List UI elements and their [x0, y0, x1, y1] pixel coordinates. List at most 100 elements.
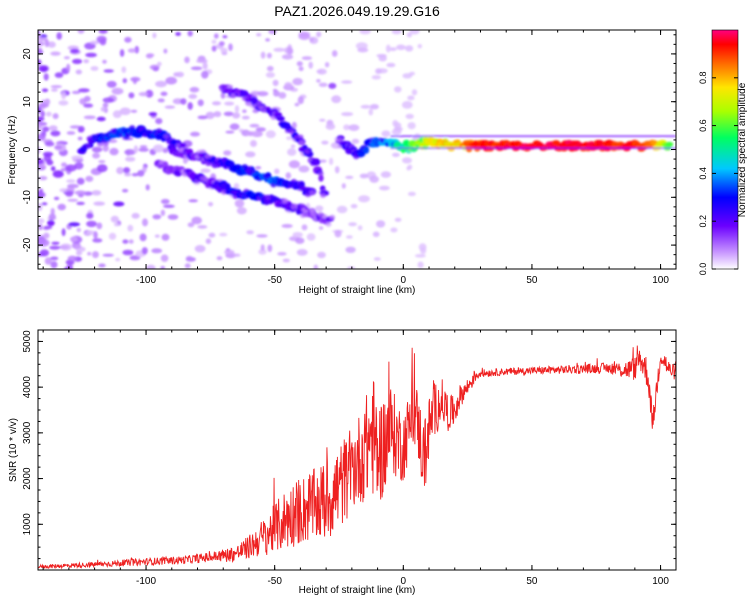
- spectrogram-cell: [213, 111, 222, 118]
- spectrogram-ridge-halo: [298, 140, 305, 146]
- spectrogram-cell: [129, 255, 141, 261]
- spectrogram-cell: [50, 261, 58, 269]
- spectrogram-ridge-halo: [282, 198, 289, 204]
- x-tick-label: 0: [401, 275, 407, 286]
- snr-line: [38, 345, 676, 570]
- spectrogram-cell: [160, 209, 166, 216]
- spectrogram-cell: [281, 54, 294, 60]
- spectrogram-cell: [394, 86, 402, 93]
- spectrogram-cell: [185, 255, 193, 262]
- spectrogram-cell: [54, 145, 63, 150]
- spectrogram-cell: [44, 141, 55, 147]
- spectrogram-cell: [359, 30, 371, 35]
- spectrogram-cell: [345, 175, 354, 179]
- spectrogram-cell: [38, 218, 45, 224]
- spectrogram-cell: [260, 244, 265, 252]
- spectrogram-cell: [321, 140, 329, 145]
- spectrogram-cell: [256, 33, 262, 37]
- spectrogram-cell: [313, 264, 319, 269]
- spectrogram-cell: [152, 67, 159, 72]
- spectrogram-cell: [318, 82, 328, 88]
- spectrogram-cell: [242, 109, 247, 113]
- y-tick-label: -20: [22, 237, 33, 252]
- spectrogram-cell: [160, 91, 168, 97]
- spectrogram-cell: [60, 243, 72, 251]
- spectrogram-cell: [211, 39, 217, 44]
- spectrogram-cell: [72, 58, 83, 64]
- spectrogram-cell: [38, 116, 45, 121]
- spectrogram-ridge-halo: [265, 195, 272, 201]
- spectrogram-cell: [316, 79, 321, 83]
- spectrogram-cell: [296, 61, 303, 67]
- spectrogram-cell: [93, 201, 106, 206]
- spectrogram-cell: [48, 125, 58, 131]
- spectrogram-cell: [106, 80, 117, 88]
- spectrogram-cell: [229, 123, 240, 130]
- spectrogram-cell: [205, 111, 215, 120]
- spectrogram-cell: [138, 92, 149, 97]
- spectrogram-cell: [372, 231, 380, 238]
- x-tick-label: 0: [401, 576, 407, 587]
- spectrogram-cell: [396, 44, 406, 51]
- spectrogram-cell: [260, 51, 266, 59]
- y-tick-label: -10: [22, 190, 33, 205]
- spectrogram-cell: [139, 145, 148, 149]
- spectrogram-cell: [265, 38, 270, 42]
- spectrogram-cell: [124, 36, 132, 43]
- y-tick-label: 20: [22, 48, 33, 60]
- spectrogram-cell: [309, 37, 314, 42]
- y-tick-label: 1000: [22, 513, 33, 536]
- spectrogram-cell: [75, 245, 82, 249]
- spectrogram-ridge-cell: [318, 174, 324, 182]
- spectrogram-cell: [405, 45, 414, 52]
- x-tick-label: 100: [652, 576, 669, 587]
- spectrogram-cell: [385, 44, 391, 53]
- spectrogram-ridge-halo: [320, 193, 326, 198]
- spectrogram-cell: [228, 43, 233, 51]
- spectrogram-cell: [200, 168, 211, 173]
- spectrogram-cell: [56, 32, 62, 40]
- spectrogram-cell: [145, 89, 154, 98]
- spectrogram-cell: [133, 145, 139, 154]
- spectrogram-cell: [43, 73, 49, 81]
- spectrogram-ridge-halo: [317, 171, 324, 177]
- spectrogram-cell: [109, 147, 119, 156]
- spectrogram-cell: [184, 56, 190, 64]
- spectrogram-cell: [76, 227, 82, 233]
- spectrogram-ridge-halo: [329, 214, 336, 220]
- spectrogram-cell: [75, 250, 83, 256]
- spectrogram-cell: [250, 140, 257, 147]
- colorbar: 0.0 0.2 0.4 0.6 0.8 Normalized spectral ampl…: [698, 29, 748, 275]
- spectrogram-cell: [96, 35, 107, 43]
- spectrogram-cell: [121, 66, 127, 73]
- spectrogram-cell: [67, 183, 79, 189]
- spectrogram-cell: [122, 78, 128, 84]
- spectrogram-cell: [277, 252, 287, 256]
- spectrogram-cell: [41, 202, 48, 206]
- spectrogram-cell: [232, 253, 241, 257]
- spectrogram-cell: [407, 122, 416, 130]
- spectrogram-cell: [102, 145, 109, 152]
- spectrogram-cell: [110, 215, 119, 223]
- spectrogram-cell: [57, 203, 66, 211]
- spectrogram-cell: [44, 39, 50, 48]
- spectrogram-cell: [145, 184, 150, 191]
- spectrogram-ridge-halo: [129, 125, 136, 130]
- spectrogram-cell: [160, 254, 169, 262]
- spectrogram-cell: [124, 149, 136, 156]
- spectrogram-cell: [163, 204, 175, 208]
- spectrogram-cell: [43, 232, 50, 239]
- colorbar-tick-label: 0.4: [698, 167, 708, 180]
- spectrogram-cell: [154, 234, 160, 238]
- spectrogram-cell: [236, 207, 247, 215]
- spectrogram-cell: [50, 85, 62, 89]
- spectrogram-cell: [211, 101, 222, 106]
- spectrogram-cell: [50, 208, 55, 215]
- spectrogram-cell: [286, 47, 294, 55]
- spectrogram-cell: [61, 91, 67, 100]
- spectrogram-y-ticks: -20 -10 0 10 20: [22, 34, 676, 265]
- spectrogram-cell: [257, 91, 269, 97]
- spectrogram-cell: [315, 205, 324, 212]
- spectrogram-cell: [142, 218, 148, 227]
